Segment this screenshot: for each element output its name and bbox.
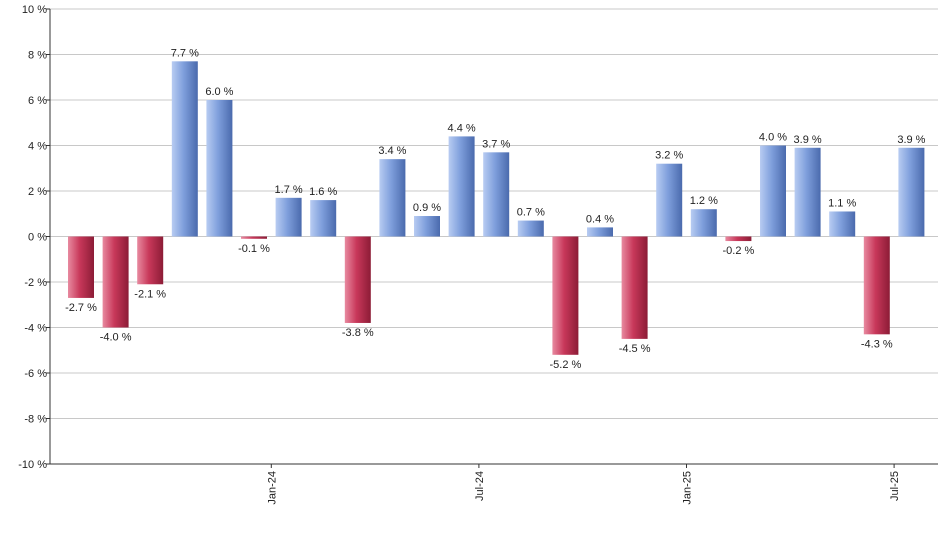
bar-value-label: -4.5 % bbox=[619, 343, 651, 355]
bar-value-label: 4.0 % bbox=[759, 132, 787, 144]
y-tick-label: 4 % bbox=[28, 141, 47, 153]
bar bbox=[656, 163, 683, 237]
bar-value-label: 1.1 % bbox=[828, 197, 856, 209]
bar-value-label: 4.4 % bbox=[448, 122, 476, 134]
bar-value-label: -0.2 % bbox=[723, 245, 755, 257]
x-axis-labels: Jan-24 Jul-24 Jan-25 Jul-25 bbox=[266, 464, 901, 505]
y-tick-label: -10 % bbox=[18, 459, 47, 471]
bar-value-label: -2.1 % bbox=[134, 288, 166, 300]
x-tick-label: Jul-25 bbox=[889, 471, 901, 501]
axes bbox=[49, 9, 938, 465]
bar-value-label: -3.8 % bbox=[342, 327, 374, 339]
bar bbox=[344, 236, 371, 323]
bar-value-label: 7.7 % bbox=[171, 47, 199, 59]
bar bbox=[725, 236, 752, 242]
bar bbox=[102, 236, 129, 328]
x-tick-label: Jan-25 bbox=[682, 471, 694, 505]
bar bbox=[863, 236, 890, 335]
bar-value-label: 0.4 % bbox=[586, 213, 614, 225]
y-tick-label: -6 % bbox=[24, 368, 47, 380]
bar-value-label: 3.4 % bbox=[378, 145, 406, 157]
bar bbox=[414, 216, 440, 237]
bar bbox=[517, 220, 544, 237]
data-labels: -2.7 % -4.0 % -2.1 % 7.7 % 6.0 % -0.1 % 1.7 % 1… bbox=[65, 47, 926, 370]
y-tick-label: -2 % bbox=[24, 277, 47, 289]
bar-value-label: -4.3 % bbox=[861, 338, 893, 350]
bar bbox=[690, 209, 717, 237]
bar bbox=[275, 197, 302, 237]
bar bbox=[552, 236, 579, 355]
bar bbox=[621, 236, 648, 339]
bar bbox=[206, 100, 233, 237]
bar bbox=[794, 147, 821, 237]
bar-value-label: 1.7 % bbox=[275, 184, 303, 196]
y-tick-label: -8 % bbox=[24, 414, 47, 426]
bar-value-label: 1.2 % bbox=[690, 195, 718, 207]
y-tick-label: 10 % bbox=[22, 4, 47, 16]
bars bbox=[68, 61, 925, 355]
bar-value-label: 3.2 % bbox=[655, 150, 683, 162]
bar bbox=[68, 236, 94, 298]
y-tick-label: 0 % bbox=[28, 232, 47, 244]
bar-value-label: -4.0 % bbox=[100, 332, 132, 344]
bar-value-label: 0.7 % bbox=[517, 207, 545, 219]
bar bbox=[171, 61, 198, 237]
y-tick-label: -4 % bbox=[24, 323, 47, 335]
bar-value-label: -5.2 % bbox=[550, 359, 582, 371]
y-tick-label: 8 % bbox=[28, 50, 47, 62]
bar bbox=[241, 236, 267, 239]
bar bbox=[760, 145, 786, 237]
bar-value-label: 6.0 % bbox=[205, 86, 233, 98]
bar-value-label: 3.9 % bbox=[794, 134, 822, 146]
bar bbox=[379, 159, 406, 237]
bar-value-label: 1.6 % bbox=[309, 186, 337, 198]
bar-value-label: -0.1 % bbox=[238, 243, 270, 255]
bar bbox=[310, 200, 337, 237]
x-tick-label: Jul-24 bbox=[474, 471, 486, 501]
bar bbox=[587, 227, 613, 237]
y-tick-label: 6 % bbox=[28, 95, 47, 107]
bar-value-label: 3.7 % bbox=[482, 138, 510, 150]
bar bbox=[448, 136, 475, 237]
bar bbox=[898, 147, 925, 237]
bar-value-label: 0.9 % bbox=[413, 202, 441, 214]
bar bbox=[483, 152, 510, 237]
x-tick-label: Jan-24 bbox=[266, 471, 278, 505]
bar bbox=[829, 211, 856, 237]
bar-value-label: -2.7 % bbox=[65, 302, 97, 314]
bar bbox=[137, 236, 164, 285]
bar-value-label: 3.9 % bbox=[897, 134, 925, 146]
y-axis-labels: 10 % 8 % 6 % 4 % 2 % 0 % -2 % -4 % -6 % -8 % -10 % bbox=[18, 4, 47, 471]
y-tick-label: 2 % bbox=[28, 186, 47, 198]
